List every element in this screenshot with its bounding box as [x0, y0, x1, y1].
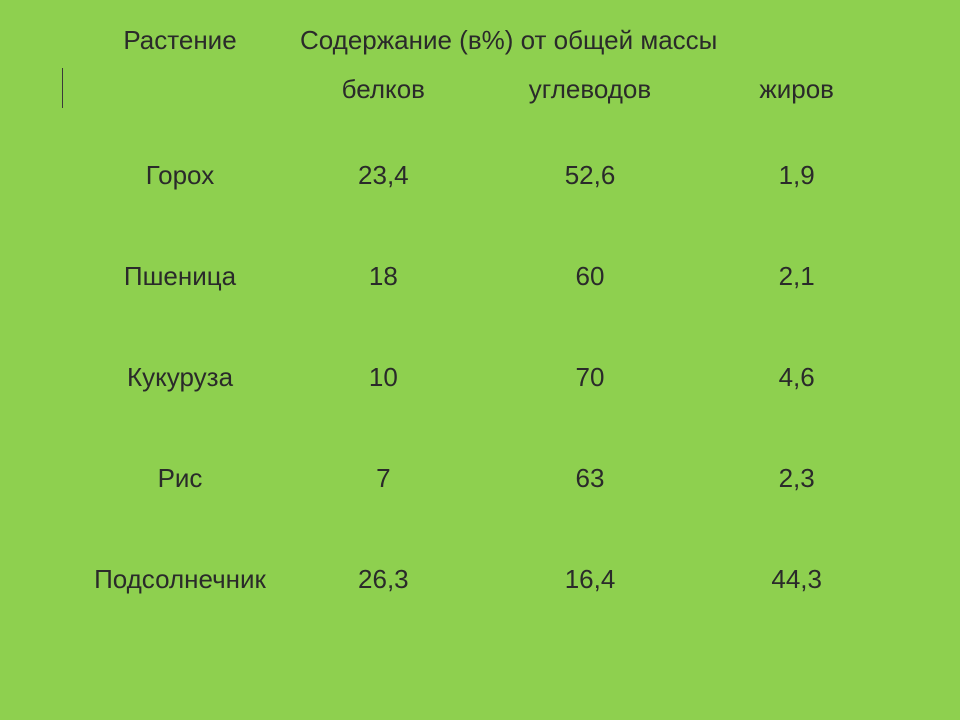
- cell-proteins: 10: [280, 362, 487, 393]
- header-row: Растение Содержание (в%) от общей массы: [80, 25, 900, 56]
- cell-carbs: 63: [487, 463, 694, 494]
- table-row: Подсолнечник 26,3 16,4 44,3: [80, 564, 900, 595]
- data-cells: 26,3 16,4 44,3: [280, 564, 900, 595]
- subheader-cells: белков углеводов жиров: [280, 74, 900, 105]
- cell-fats: 44,3: [693, 564, 900, 595]
- data-cells: 7 63 2,3: [280, 463, 900, 494]
- header-plant: Растение: [80, 25, 280, 56]
- cell-carbs: 60: [487, 261, 694, 292]
- plant-name: Горох: [80, 160, 280, 191]
- header-content: Содержание (в%) от общей массы: [280, 25, 900, 56]
- header-divider: [62, 68, 63, 108]
- cell-carbs: 16,4: [487, 564, 694, 595]
- data-cells: 23,4 52,6 1,9: [280, 160, 900, 191]
- cell-proteins: 23,4: [280, 160, 487, 191]
- plant-name: Подсолнечник: [80, 564, 280, 595]
- cell-proteins: 7: [280, 463, 487, 494]
- cell-proteins: 18: [280, 261, 487, 292]
- cell-proteins: 26,3: [280, 564, 487, 595]
- subheader-spacer: [80, 74, 280, 105]
- table-row: Пшеница 18 60 2,1: [80, 261, 900, 292]
- plant-name: Рис: [80, 463, 280, 494]
- cell-carbs: 70: [487, 362, 694, 393]
- plant-name: Кукуруза: [80, 362, 280, 393]
- table-row: Кукуруза 10 70 4,6: [80, 362, 900, 393]
- table-row: Горох 23,4 52,6 1,9: [80, 160, 900, 191]
- cell-fats: 4,6: [693, 362, 900, 393]
- cell-fats: 2,1: [693, 261, 900, 292]
- subheader-fats: жиров: [693, 74, 900, 105]
- data-cells: 10 70 4,6: [280, 362, 900, 393]
- subheader-row: белков углеводов жиров: [80, 74, 900, 105]
- cell-fats: 2,3: [693, 463, 900, 494]
- table-row: Рис 7 63 2,3: [80, 463, 900, 494]
- subheader-proteins: белков: [280, 74, 487, 105]
- subheader-carbs: углеводов: [487, 74, 694, 105]
- table-container: Растение Содержание (в%) от общей массы …: [0, 0, 960, 720]
- cell-fats: 1,9: [693, 160, 900, 191]
- plant-name: Пшеница: [80, 261, 280, 292]
- cell-carbs: 52,6: [487, 160, 694, 191]
- data-cells: 18 60 2,1: [280, 261, 900, 292]
